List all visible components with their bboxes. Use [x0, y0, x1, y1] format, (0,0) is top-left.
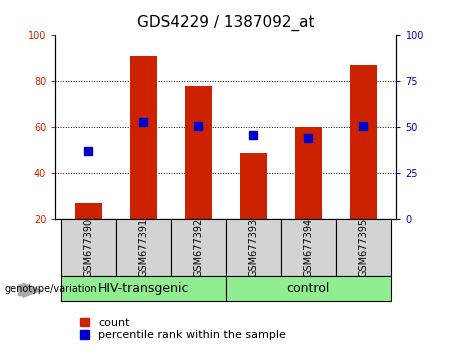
Text: GSM677390: GSM677390: [83, 218, 93, 278]
Bar: [130, 56, 157, 219]
Text: GSM677395: GSM677395: [359, 218, 368, 278]
Text: genotype/variation: genotype/variation: [5, 284, 97, 293]
Bar: [226, 219, 281, 276]
Bar: [61, 219, 116, 276]
Text: HIV-transgenic: HIV-transgenic: [98, 282, 189, 295]
Title: GDS4229 / 1387092_at: GDS4229 / 1387092_at: [137, 15, 315, 31]
Text: control: control: [287, 282, 330, 295]
Bar: [116, 219, 171, 276]
Point: [195, 123, 202, 129]
Text: GSM677394: GSM677394: [303, 218, 313, 278]
Text: GSM677391: GSM677391: [138, 218, 148, 278]
Point: [85, 149, 92, 154]
Point: [360, 123, 367, 129]
Legend: count, percentile rank within the sample: count, percentile rank within the sample: [81, 318, 286, 341]
Bar: [281, 219, 336, 276]
Bar: [336, 219, 391, 276]
Bar: [184, 86, 212, 219]
Bar: [226, 276, 391, 301]
Point: [305, 136, 312, 141]
Point: [140, 119, 147, 125]
Bar: [171, 219, 226, 276]
Bar: [75, 203, 102, 219]
Bar: [350, 65, 377, 219]
Bar: [61, 276, 226, 301]
Text: GSM677392: GSM677392: [193, 218, 203, 278]
Bar: [295, 127, 322, 219]
Text: GSM677393: GSM677393: [248, 218, 259, 278]
Point: [250, 132, 257, 138]
FancyArrow shape: [18, 283, 41, 297]
Bar: [240, 153, 267, 219]
